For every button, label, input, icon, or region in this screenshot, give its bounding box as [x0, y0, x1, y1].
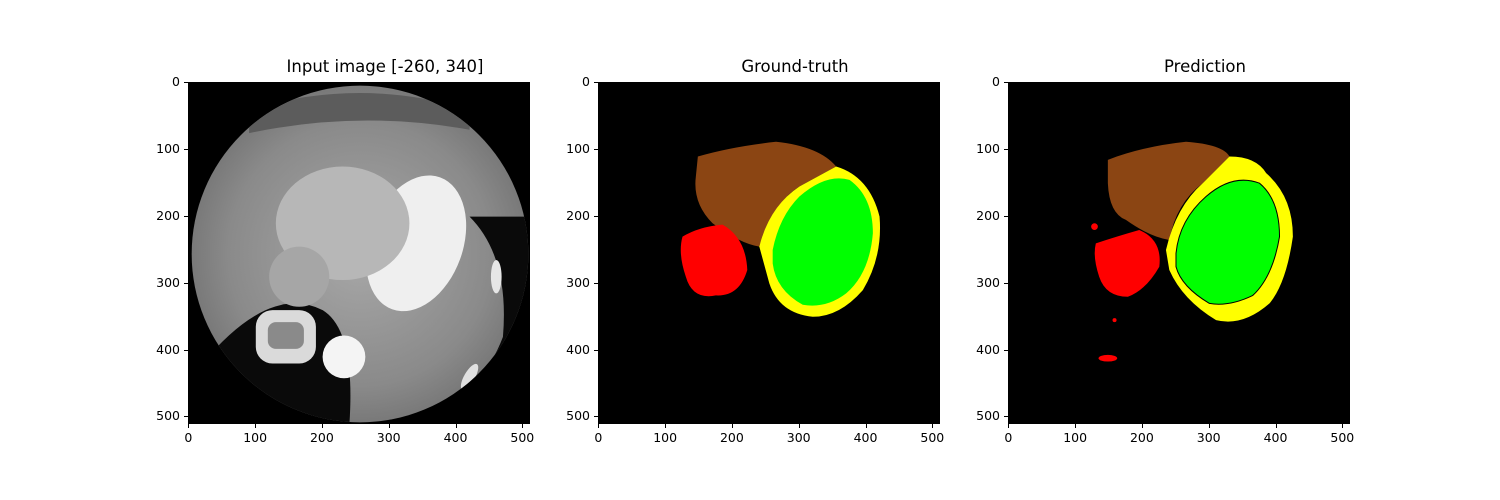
panel-input-image: Input image [-260, 340] [175, 0, 595, 500]
x-tick-label: 100 [243, 430, 268, 445]
x-tick-mark [1075, 424, 1077, 428]
x-tick-mark [388, 424, 390, 428]
x-tick-label: 0 [184, 430, 193, 445]
x-tick-mark [731, 424, 733, 428]
y-tick-label: 500 [566, 408, 590, 424]
x-tick-label: 0 [1004, 430, 1013, 445]
x-tick-mark [865, 424, 867, 428]
y-tick-label: 100 [566, 141, 590, 157]
pred-left-atrium [1107, 141, 1230, 240]
y-tick-label: 400 [156, 341, 180, 357]
pred-right-atrium [1094, 229, 1160, 297]
pred-left-ventricle [1175, 179, 1281, 305]
axes-ground-truth [598, 82, 940, 424]
x-tick-mark [1342, 424, 1344, 428]
y-tick-mark [1004, 149, 1008, 151]
x-tick-label: 300 [786, 430, 811, 445]
prediction-mask [1009, 83, 1349, 423]
x-tick-label: 300 [376, 430, 401, 445]
y-tick-mark [594, 82, 598, 84]
x-tick-label: 0 [594, 430, 603, 445]
x-tick-mark [1141, 424, 1143, 428]
y-tick-mark [594, 349, 598, 351]
y-tick-label: 300 [976, 274, 1000, 290]
x-tick-label: 200 [719, 430, 744, 445]
y-tick-label: 100 [976, 141, 1000, 157]
y-tick-mark [1004, 215, 1008, 217]
x-tick-mark [455, 424, 457, 428]
x-tick-label: 400 [853, 430, 878, 445]
y-tick-mark [184, 349, 188, 351]
x-tick-mark [1008, 424, 1010, 428]
y-tick-mark [184, 82, 188, 84]
x-tick-mark [932, 424, 934, 428]
x-tick-mark [255, 424, 257, 428]
panel-ground-truth: Ground-truth [585, 0, 1005, 500]
panel-title-ground-truth: Ground-truth [741, 57, 849, 76]
ground-truth-mask [599, 83, 939, 423]
y-tick-mark [1004, 82, 1008, 84]
x-tick-label: 100 [653, 430, 678, 445]
gt-right-atrium [680, 224, 748, 297]
x-tick-label: 300 [1196, 430, 1221, 445]
y-tick-label: 200 [566, 207, 590, 223]
y-tick-mark [184, 282, 188, 284]
x-tick-mark [522, 424, 524, 428]
x-tick-mark [598, 424, 600, 428]
y-tick-mark [594, 149, 598, 151]
x-tick-label: 400 [1263, 430, 1288, 445]
y-tick-label: 300 [566, 274, 590, 290]
x-tick-label: 400 [443, 430, 468, 445]
y-tick-label: 400 [566, 341, 590, 357]
y-tick-label: 0 [582, 74, 590, 90]
x-tick-mark [798, 424, 800, 428]
y-tick-mark [594, 282, 598, 284]
y-tick-label: 500 [976, 408, 1000, 424]
gt-left-atrium [695, 141, 837, 247]
y-tick-mark [184, 215, 188, 217]
y-tick-label: 300 [156, 274, 180, 290]
panel-title-input: Input image [-260, 340] [286, 57, 484, 76]
axes-prediction [1008, 82, 1350, 424]
x-tick-label: 200 [309, 430, 334, 445]
x-tick-label: 200 [1129, 430, 1154, 445]
y-tick-mark [1004, 416, 1008, 418]
pred-false-positive [1098, 354, 1118, 362]
x-tick-label: 500 [510, 430, 535, 445]
ct-scan-image [189, 83, 529, 423]
x-tick-mark [1275, 424, 1277, 428]
y-tick-label: 200 [156, 207, 180, 223]
y-tick-label: 0 [172, 74, 180, 90]
y-tick-mark [1004, 282, 1008, 284]
y-tick-label: 500 [156, 408, 180, 424]
y-tick-mark [184, 149, 188, 151]
x-tick-label: 500 [920, 430, 945, 445]
axes-input-image [188, 82, 530, 424]
panel-title-prediction: Prediction [1164, 57, 1246, 76]
y-tick-label: 200 [976, 207, 1000, 223]
y-tick-mark [594, 215, 598, 217]
y-tick-label: 400 [976, 341, 1000, 357]
x-tick-mark [1208, 424, 1210, 428]
y-tick-mark [1004, 349, 1008, 351]
x-tick-mark [321, 424, 323, 428]
y-tick-mark [594, 416, 598, 418]
gt-left-ventricle [772, 178, 873, 306]
x-tick-label: 100 [1063, 430, 1088, 445]
y-tick-mark [184, 416, 188, 418]
y-tick-label: 100 [156, 141, 180, 157]
y-tick-label: 0 [992, 74, 1000, 90]
x-tick-label: 500 [1330, 430, 1355, 445]
panel-prediction: Prediction [995, 0, 1415, 500]
x-tick-mark [188, 424, 190, 428]
x-tick-mark [665, 424, 667, 428]
